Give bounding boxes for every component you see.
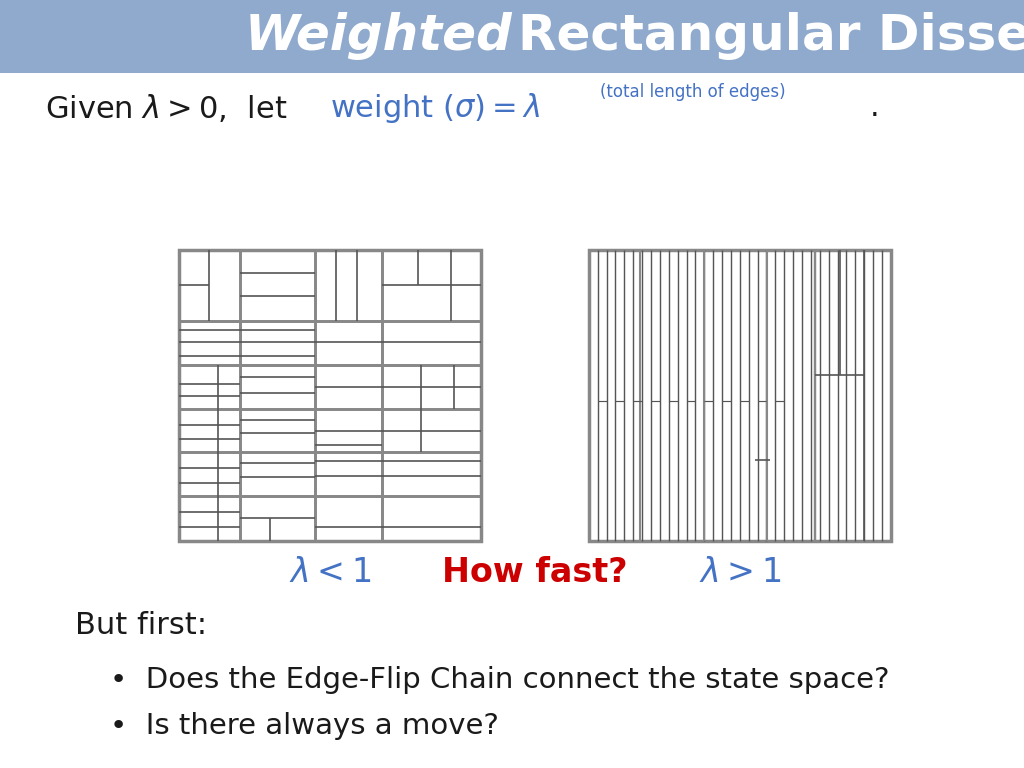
- Text: How fast?: How fast?: [442, 556, 628, 588]
- Text: (total length of edges): (total length of edges): [600, 83, 785, 101]
- Bar: [0, 0, 1024, 73]
- Bar: [589, 250, 891, 541]
- Text: .: .: [870, 94, 880, 123]
- Text: Rectangular Dissections: Rectangular Dissections: [518, 12, 1024, 60]
- Text: $\lambda > 1$: $\lambda > 1$: [698, 556, 781, 588]
- Text: $\lambda < 1$: $\lambda < 1$: [289, 556, 372, 588]
- Bar: [179, 250, 481, 541]
- Text: •  Is there always a move?: • Is there always a move?: [110, 712, 499, 740]
- Text: •  Does the Edge-Flip Chain connect the state space?: • Does the Edge-Flip Chain connect the s…: [110, 666, 890, 694]
- Text: But first:: But first:: [75, 611, 207, 641]
- Text: Given $\lambda > 0$,  let: Given $\lambda > 0$, let: [45, 92, 288, 124]
- Text: weight $(\sigma) = \lambda$: weight $(\sigma) = \lambda$: [330, 91, 540, 125]
- Text: Weighted: Weighted: [245, 12, 512, 60]
